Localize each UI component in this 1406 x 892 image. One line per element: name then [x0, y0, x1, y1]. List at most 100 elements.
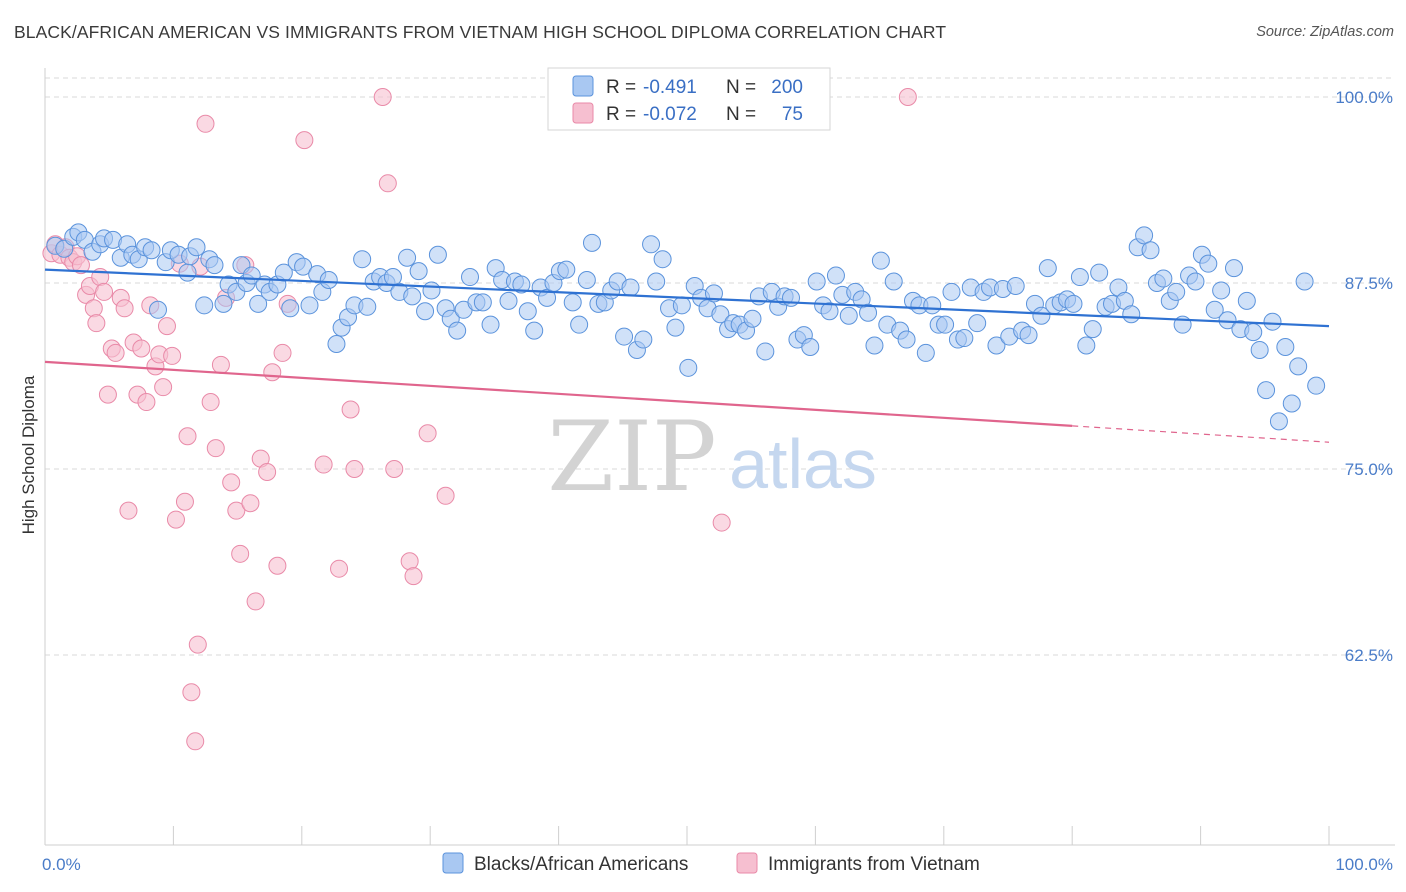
- data-point-vietnam: [186, 732, 205, 751]
- data-point-black: [1154, 269, 1173, 288]
- data-point-black: [968, 314, 987, 333]
- data-point-black: [820, 302, 839, 321]
- data-point-black: [743, 309, 762, 328]
- legend-n-label-2: N =: [726, 104, 756, 125]
- data-point-black: [1205, 300, 1224, 319]
- data-point-black: [1263, 312, 1282, 331]
- data-point-vietnam: [211, 355, 230, 374]
- data-point-black: [987, 336, 1006, 355]
- data-point-black: [801, 337, 820, 356]
- data-point-vietnam: [268, 556, 287, 575]
- data-point-vietnam: [87, 314, 106, 333]
- data-point-black: [499, 291, 518, 310]
- chart-source: Source: ZipAtlas.com: [1256, 24, 1394, 40]
- bottom-legend-label-pink: Immigrants from Vietnam: [768, 854, 980, 875]
- data-point-vietnam: [295, 131, 314, 150]
- data-point-black: [563, 293, 582, 312]
- data-point-black: [839, 306, 858, 325]
- data-point-black: [1038, 259, 1057, 278]
- data-point-black: [807, 272, 826, 291]
- data-point-black: [319, 271, 338, 290]
- data-point-black: [916, 343, 935, 362]
- data-point-vietnam: [182, 683, 201, 702]
- data-point-black: [518, 302, 537, 321]
- legend: R = -0.491 N = 200 R = -0.072 N = 75: [547, 67, 831, 131]
- watermark-atlas: atlas: [729, 425, 877, 503]
- bottom-legend: Blacks/African Americans Immigrants from…: [442, 852, 980, 875]
- data-point-black: [187, 238, 206, 257]
- data-point-black: [653, 250, 672, 269]
- data-point-black: [1289, 357, 1308, 376]
- data-point-black: [704, 284, 723, 303]
- data-point-black: [1167, 282, 1186, 301]
- data-point-black: [1186, 272, 1205, 291]
- data-point-black: [642, 235, 661, 254]
- data-point-black: [1135, 226, 1154, 245]
- data-point-black: [897, 330, 916, 349]
- data-point-black: [1006, 276, 1025, 295]
- data-point-black: [1307, 376, 1326, 395]
- data-point-vietnam: [404, 567, 423, 586]
- data-point-black: [942, 282, 961, 301]
- y-tick-label-3: 100.0%: [1335, 88, 1393, 107]
- data-point-black: [826, 266, 845, 285]
- grid-lines: [45, 77, 1395, 656]
- data-point-black: [672, 296, 691, 315]
- data-point-vietnam: [175, 492, 194, 511]
- data-point-black: [923, 296, 942, 315]
- data-point-black: [281, 299, 300, 318]
- data-point-black: [1224, 259, 1243, 278]
- y-tick-label-1: 75.0%: [1345, 460, 1393, 479]
- x-tick-label-0: 0.0%: [42, 855, 81, 874]
- data-point-black: [294, 257, 313, 276]
- data-point-vietnam: [400, 552, 419, 571]
- data-point-black: [409, 262, 428, 281]
- data-point-black: [1122, 305, 1141, 324]
- data-point-vietnam: [98, 385, 117, 404]
- data-point-vietnam: [345, 460, 364, 478]
- data-point-black: [859, 303, 878, 322]
- data-point-black: [1141, 241, 1160, 260]
- y-axis-label: High School Diploma: [19, 375, 38, 534]
- watermark: ZIP atlas: [547, 401, 877, 513]
- data-point-vietnam: [222, 473, 241, 492]
- data-point-black: [711, 305, 730, 324]
- data-point-black: [884, 272, 903, 291]
- legend-box: [547, 67, 831, 131]
- data-point-black: [1276, 337, 1295, 356]
- data-point-vietnam: [385, 460, 404, 478]
- data-point-black: [1032, 306, 1051, 325]
- data-point-vietnam: [258, 462, 277, 481]
- legend-r-label-2: R =: [606, 104, 636, 125]
- series-blacks-african-americans: [46, 223, 1326, 431]
- data-point-black: [1199, 254, 1218, 273]
- data-point-vietnam: [227, 501, 246, 520]
- trend-line-black: [44, 268, 1330, 328]
- data-point-vietnam: [436, 486, 455, 505]
- legend-r-value-1: -0.491: [643, 77, 697, 98]
- legend-n-value-1: 200: [771, 77, 803, 98]
- data-point-black: [428, 245, 447, 264]
- data-point-vietnam: [373, 88, 392, 106]
- data-point-black: [582, 233, 601, 252]
- data-point-vietnam: [71, 256, 90, 275]
- data-point-vietnam: [263, 363, 282, 382]
- data-point-black: [955, 329, 974, 348]
- data-point-vietnam: [241, 494, 260, 513]
- data-point-black: [1070, 268, 1089, 287]
- watermark-zip: ZIP: [547, 401, 716, 513]
- data-point-vietnam: [231, 544, 250, 563]
- data-point-black: [570, 315, 589, 334]
- data-point-vietnam: [246, 592, 265, 611]
- data-point-vietnam: [341, 400, 360, 419]
- data-point-black: [1218, 311, 1237, 330]
- x-tick-label-1: 100.0%: [1335, 855, 1393, 874]
- data-point-vietnam: [84, 299, 103, 318]
- data-point-black: [358, 297, 377, 316]
- y-tick-label-0: 62.5%: [1345, 646, 1393, 665]
- trend-line-vietnam-extension: [1072, 425, 1330, 443]
- data-point-black: [1295, 272, 1314, 291]
- data-point-black: [1083, 320, 1102, 339]
- data-point-black: [1212, 281, 1231, 300]
- data-point-black: [422, 281, 441, 300]
